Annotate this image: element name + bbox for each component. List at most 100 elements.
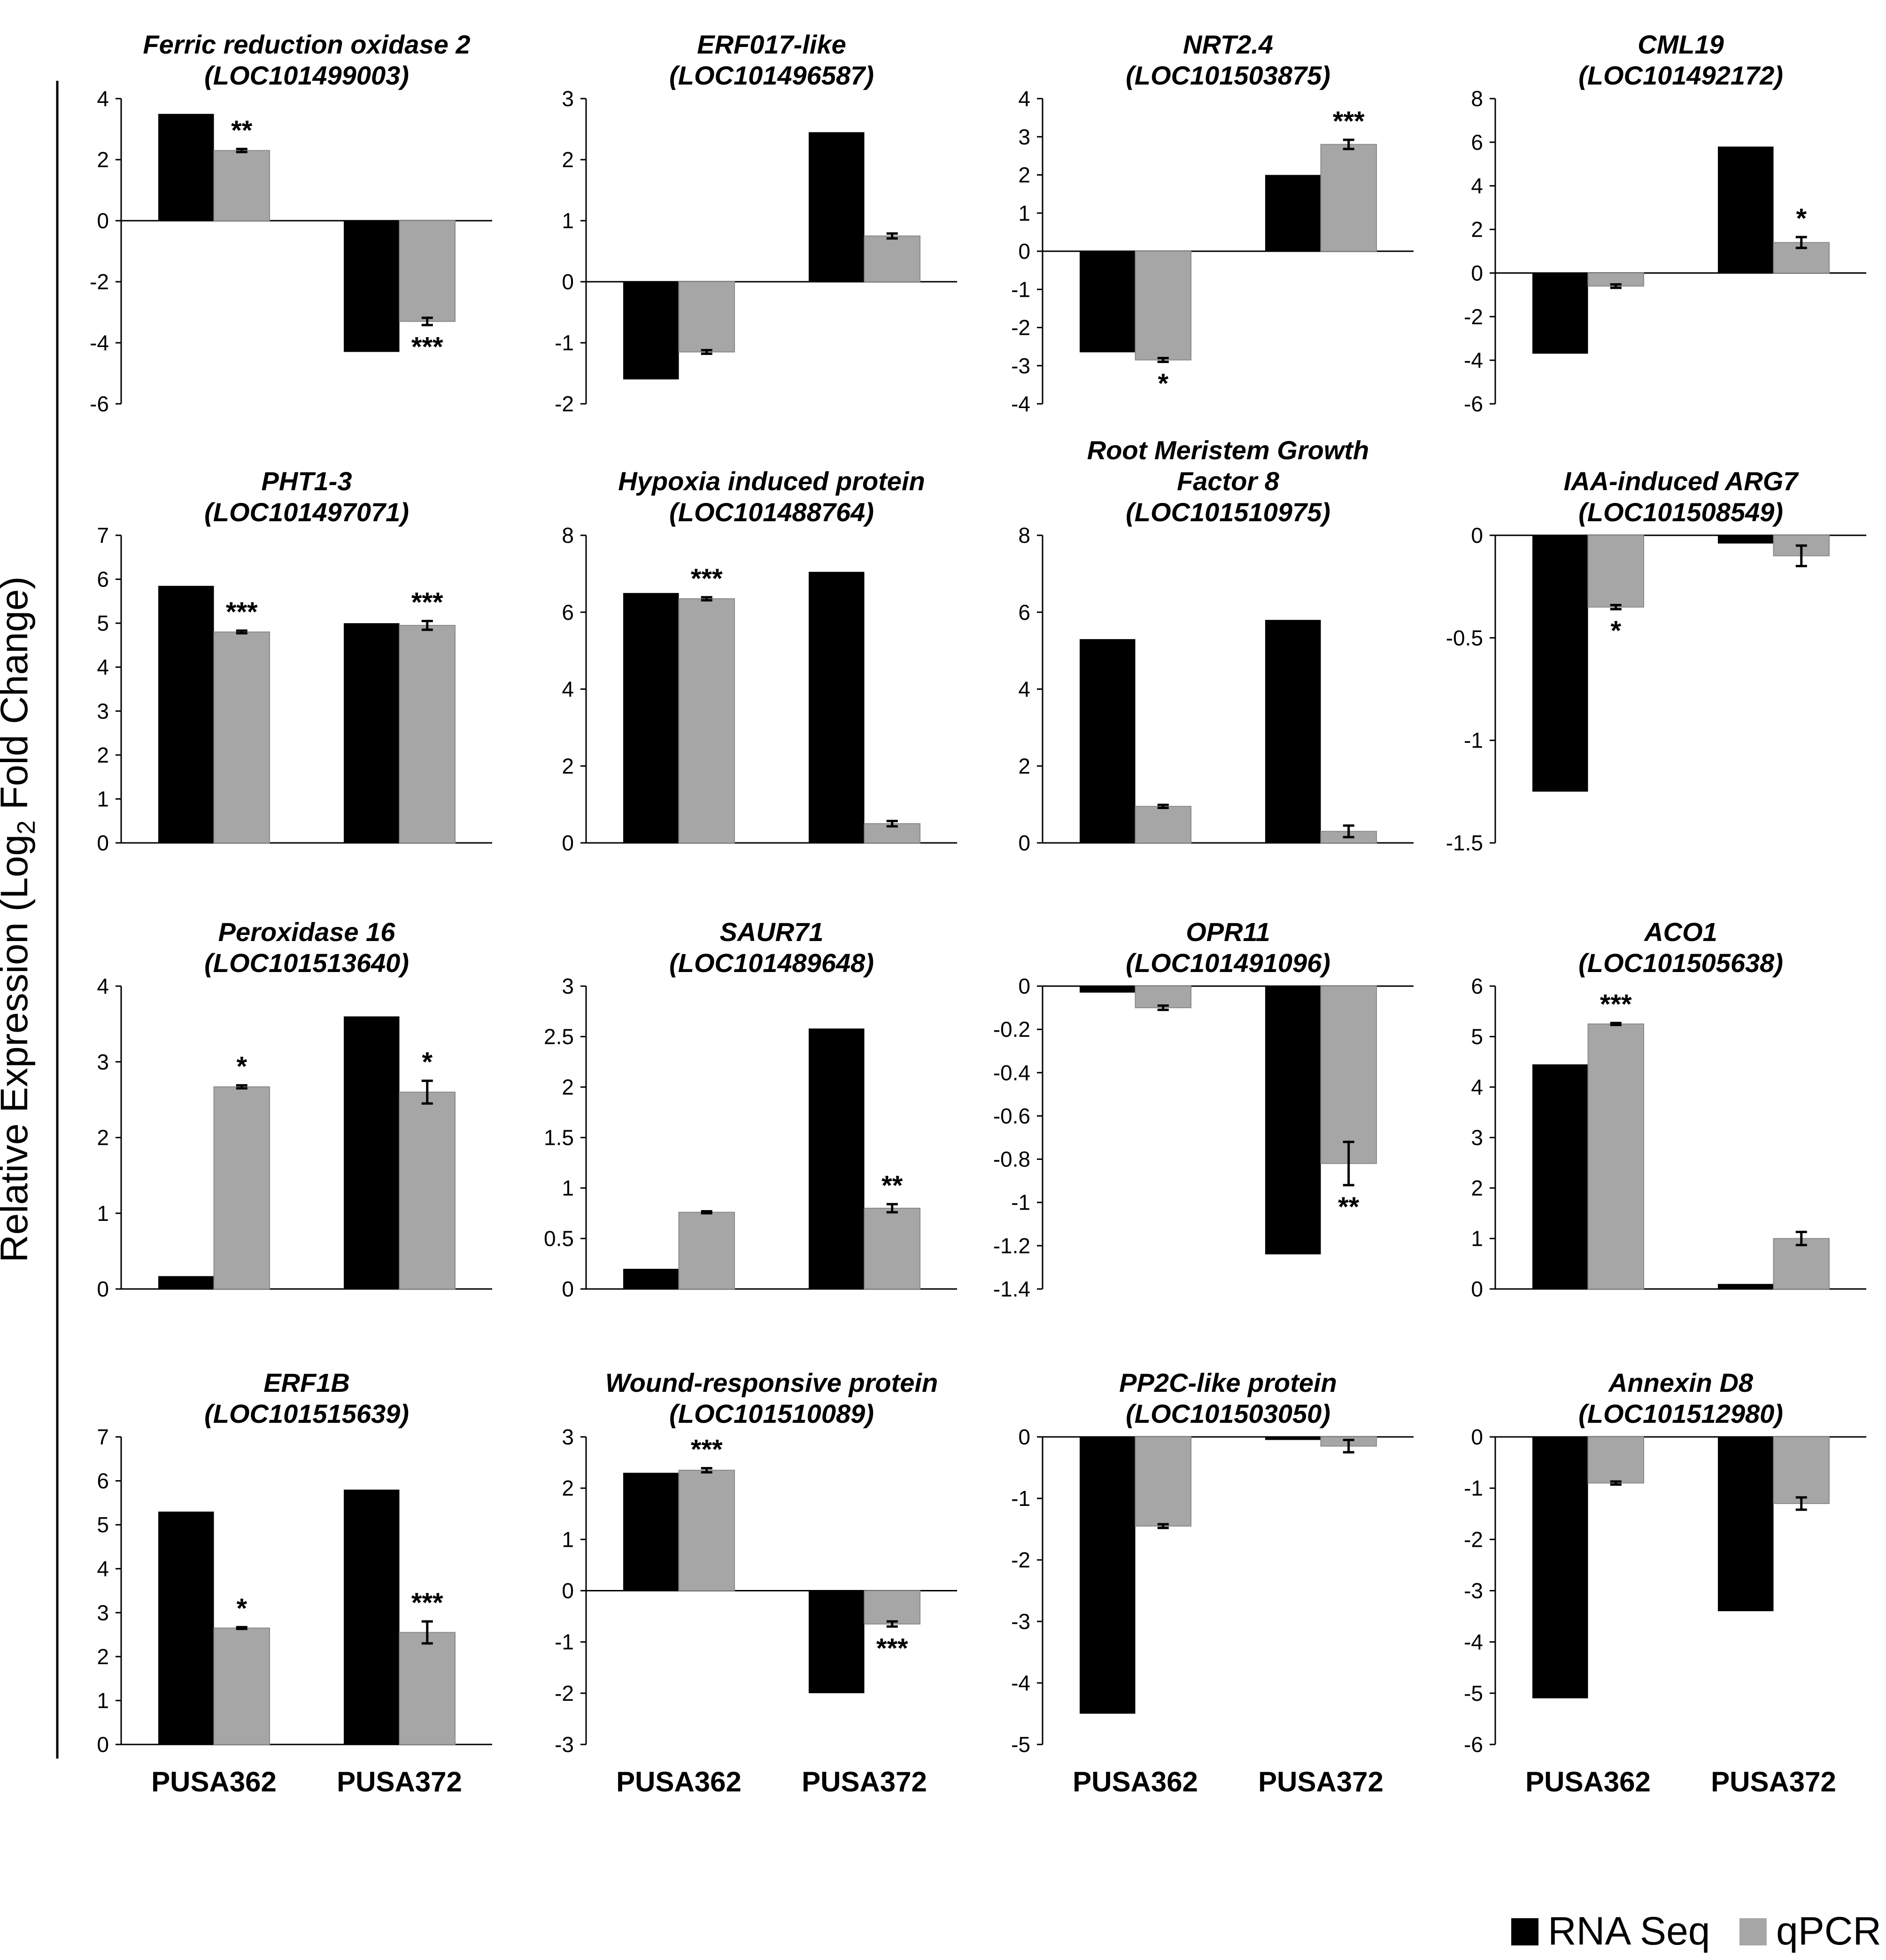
bar-qpcr	[213, 631, 270, 844]
y-tick-label: 1	[97, 1201, 109, 1226]
panel-title-line: (LOC101505638)	[1578, 948, 1783, 978]
panel-1: Ferric reduction oxidase 2(LOC101499003)…	[90, 30, 492, 416]
category-label: PUSA362	[1525, 1766, 1651, 1798]
panel-10: SAUR71(LOC101489648) 3 2.5 2 1.5 1 0.5 0 **	[544, 917, 957, 1301]
y-tick-label: 0	[97, 1732, 109, 1757]
y-tick-label: 6	[1471, 974, 1483, 998]
y-tick-label: 0.5	[544, 1227, 574, 1251]
significance-label: *	[236, 1051, 247, 1082]
bar-rna-seq	[1532, 1437, 1588, 1698]
bar-rna-seq	[344, 623, 400, 843]
bar-qpcr	[1135, 251, 1191, 361]
y-tick-label: 2	[562, 754, 574, 778]
y-tick-label: 3	[1471, 1126, 1483, 1150]
bar-rna-seq	[1265, 175, 1321, 251]
bar-rna-seq	[1718, 1284, 1774, 1289]
significance-label: **	[231, 115, 253, 146]
y-tick-label: -3	[1464, 1579, 1483, 1603]
y-tick-label: -1	[1011, 1190, 1030, 1215]
y-tick-label: 0	[562, 831, 574, 855]
y-tick-label: 6	[1018, 600, 1030, 625]
y-tick-label: 1	[97, 1688, 109, 1713]
y-tick-label: -1	[1011, 1486, 1030, 1511]
bar-qpcr	[678, 1469, 735, 1591]
y-tick-label: 1	[562, 208, 574, 233]
y-tick-label: 2	[1471, 217, 1483, 242]
y-tick-label: -2	[90, 270, 109, 294]
bar-rna-seq	[1080, 1437, 1136, 1714]
bar-qpcr	[213, 1086, 270, 1289]
panel-title-line: Ferric reduction oxidase 2	[143, 30, 470, 59]
significance-label: *	[1158, 369, 1168, 399]
y-tick-label: -4	[1011, 1671, 1030, 1695]
bar-qpcr	[1135, 1436, 1191, 1527]
category-label: PUSA372	[1711, 1766, 1836, 1798]
bar-qpcr	[1587, 1436, 1644, 1484]
bar-rna-seq	[1265, 1437, 1321, 1440]
panel-5: PHT1-3(LOC101497071) 7 6 5 4 3 2 1 0 *** ***	[97, 466, 492, 855]
panel-title-line: (LOC101503050)	[1126, 1399, 1330, 1428]
panel-15: PP2C-like protein(LOC101503050) 0 -1 -2 -3 -4…	[1011, 1368, 1414, 1757]
panel-title-line: (LOC101489648)	[669, 948, 874, 978]
bar-qpcr	[864, 1208, 920, 1289]
panel-title-line: PHT1-3	[262, 466, 352, 496]
panel-title-line: CML19	[1638, 30, 1724, 59]
panel-title-line: Peroxidase 16	[218, 917, 396, 947]
y-tick-label: -4	[1011, 392, 1030, 416]
y-tick-label: -0.6	[993, 1103, 1030, 1128]
bar-rna-seq	[158, 114, 214, 221]
bar-qpcr	[1773, 1238, 1830, 1289]
y-tick-label: 3	[97, 699, 109, 723]
y-tick-label: 0	[562, 1277, 574, 1301]
y-tick-label: 4	[97, 86, 109, 111]
panel-title-line: (LOC101515639)	[204, 1399, 409, 1428]
y-tick-label: -0.4	[993, 1060, 1030, 1085]
y-tick-label: 0	[1471, 1425, 1483, 1449]
category-label: PUSA362	[616, 1766, 742, 1798]
panel-title-line: (LOC101503875)	[1126, 61, 1330, 90]
y-tick-label: 0	[1471, 1277, 1483, 1301]
panel-title-line: Wound-responsive protein	[605, 1368, 938, 1397]
y-tick-label: 2	[562, 147, 574, 172]
y-tick-label: 0	[97, 208, 109, 233]
y-tick-label: 2.5	[544, 1025, 574, 1049]
bar-qpcr	[1320, 986, 1377, 1164]
y-tick-label: -6	[90, 392, 109, 416]
significance-label: *	[422, 1047, 433, 1078]
y-tick-label: 4	[562, 677, 574, 702]
y-axis-title: Relative Expression (Log2 Fold Change)	[0, 576, 40, 1262]
panel-title-line: (LOC101499003)	[204, 61, 409, 90]
panel-title-line: (LOC101510089)	[669, 1399, 874, 1428]
bar-qpcr	[1587, 535, 1644, 608]
bar-rna-seq	[1532, 535, 1588, 792]
panel-title-line: (LOC101491096)	[1126, 948, 1330, 978]
y-tick-label: 2	[97, 1126, 109, 1150]
panel-title-line: (LOC101488764)	[669, 497, 874, 527]
significance-label: ***	[411, 332, 443, 362]
y-tick-label: 3	[562, 974, 574, 998]
panel-12: ACO1(LOC101505638) 6 5 4 3 2 1 0 ***	[1471, 917, 1866, 1301]
significance-label: *	[236, 1593, 247, 1624]
panel-title-line: PP2C-like protein	[1119, 1368, 1337, 1397]
category-label: PUSA372	[802, 1766, 927, 1798]
panel-title-line: OPR11	[1186, 917, 1270, 947]
significance-label: ***	[411, 1588, 443, 1618]
y-tick-label: 0	[1018, 239, 1030, 263]
y-tick-label: 6	[562, 600, 574, 625]
bar-rna-seq	[1718, 1437, 1774, 1612]
y-tick-label: 4	[1018, 677, 1030, 702]
bar-rna-seq	[158, 1276, 214, 1289]
bar-rna-seq	[1265, 986, 1321, 1255]
panel-4: CML19(LOC101492172) 8 6 4 2 0 -2 -4 -6 *	[1464, 30, 1866, 416]
bar-rna-seq	[1080, 251, 1136, 353]
y-tick-label: 3	[97, 1049, 109, 1074]
legend-swatch-rna-seq	[1511, 1918, 1538, 1945]
significance-label: ***	[226, 597, 258, 627]
bar-rna-seq	[809, 132, 865, 282]
y-tick-label: -4	[90, 331, 109, 355]
y-tick-label: -0.2	[993, 1017, 1030, 1042]
y-tick-label: 4	[97, 974, 109, 998]
bar-rna-seq	[809, 571, 865, 843]
